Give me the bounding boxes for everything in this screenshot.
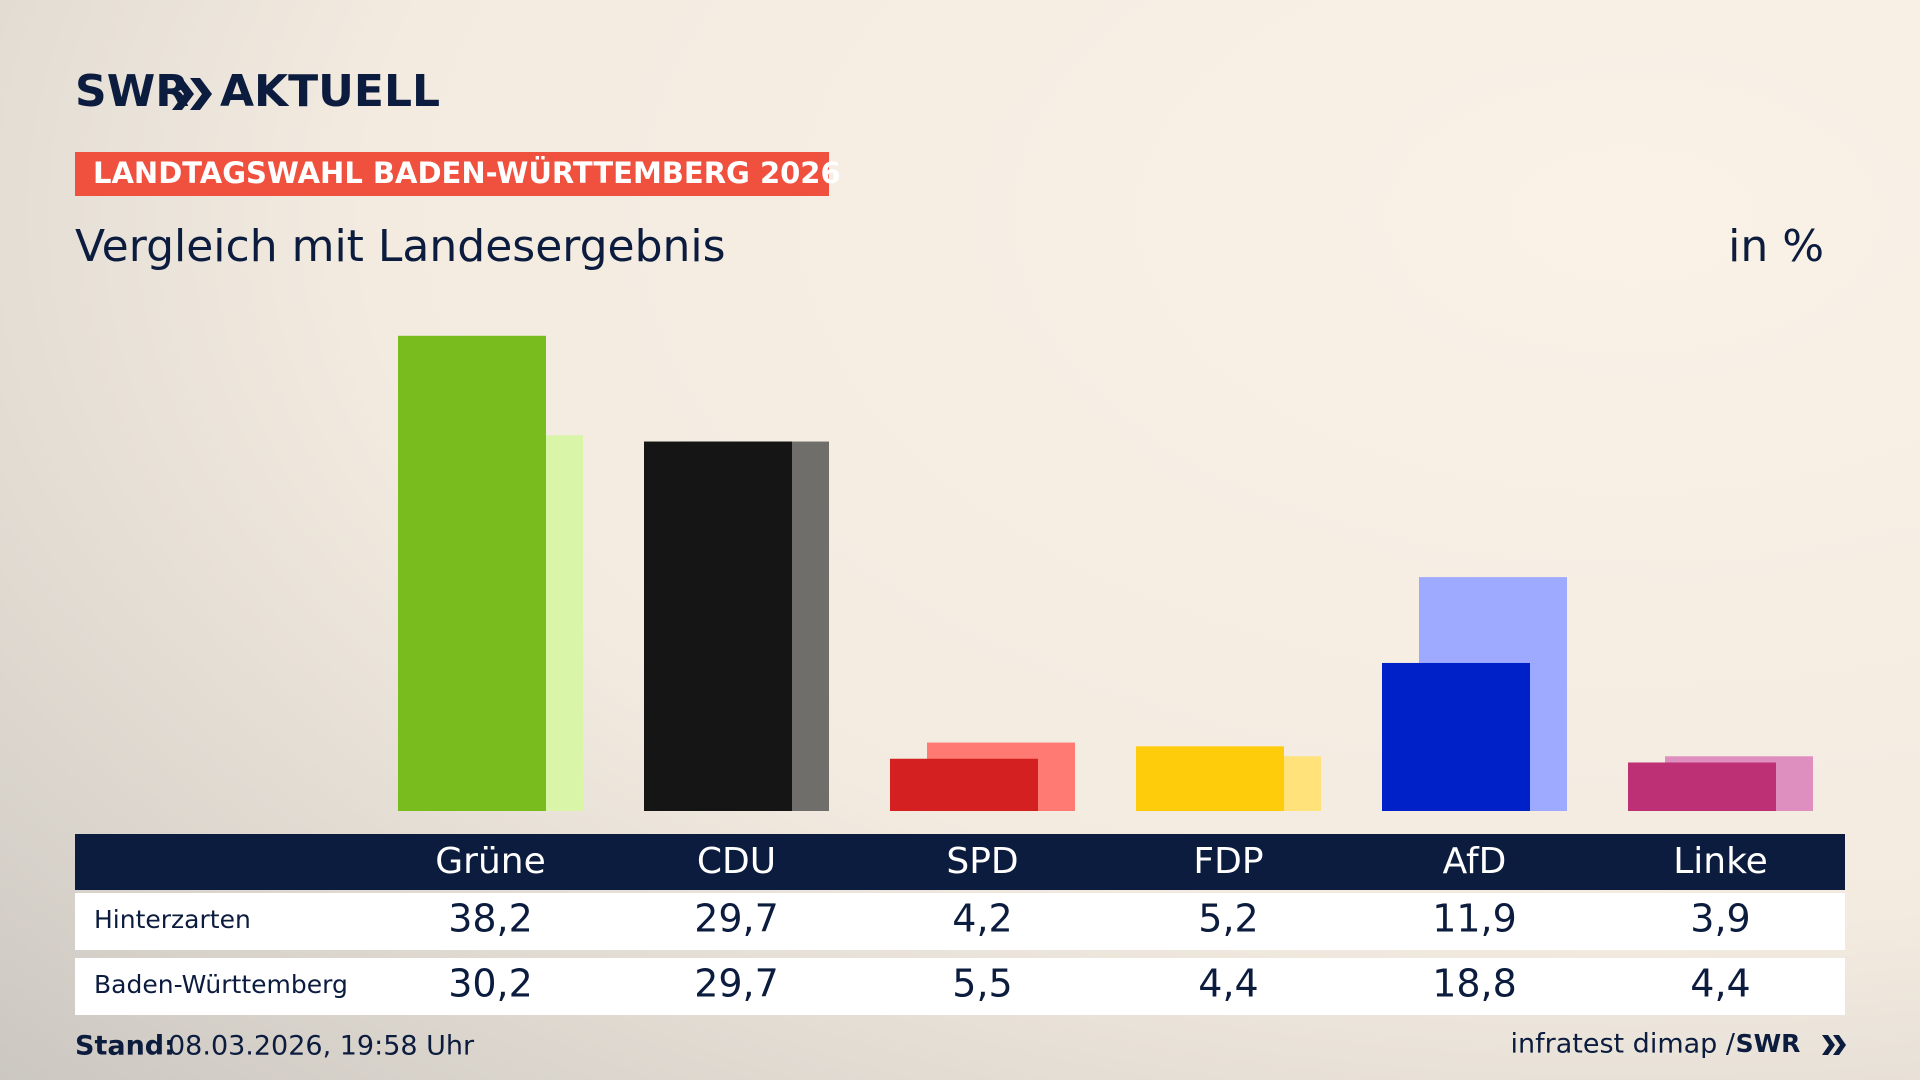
kicker: LANDTAGSWAHL BADEN-WÜRTTEMBERG 2026	[93, 156, 841, 190]
value-label: 29,7	[694, 897, 779, 941]
table-row	[75, 893, 1845, 950]
category-label: CDU	[697, 841, 776, 882]
bar	[1628, 762, 1776, 811]
bar	[1382, 662, 1530, 811]
value-label: 4,4	[1198, 962, 1258, 1006]
category-label: FDP	[1193, 841, 1263, 882]
unit: in %	[1728, 221, 1824, 272]
value-label: 3,9	[1690, 897, 1750, 941]
value-label: 4,4	[1690, 962, 1750, 1006]
stand: 08.03.2026, 19:58 Uhr	[168, 1031, 475, 1062]
value-label: 30,2	[448, 962, 533, 1006]
row-label: Hinterzarten	[94, 905, 251, 934]
kicker-box	[75, 152, 829, 196]
bar	[644, 441, 792, 811]
source-logo-chevrons	[1822, 1035, 1846, 1055]
bar	[398, 335, 546, 811]
category-label: Grüne	[435, 841, 545, 882]
value-label: 29,7	[694, 962, 779, 1006]
row-label: Baden-Württemberg	[94, 970, 348, 999]
table-header	[75, 834, 1845, 890]
bar	[1136, 746, 1284, 811]
logo-chevrons	[172, 78, 212, 110]
product-name: AKTUELL	[220, 66, 440, 117]
value-label: 5,5	[952, 962, 1012, 1006]
stand-label: Stand:	[75, 1031, 175, 1062]
logo: SWR	[75, 66, 189, 117]
value-label: 38,2	[448, 897, 533, 941]
source-logo: SWR	[1736, 1029, 1801, 1058]
chart-title: Vergleich mit Landesergebnis	[75, 221, 726, 272]
value-label: 5,2	[1198, 897, 1258, 941]
category-label: Linke	[1673, 841, 1768, 882]
category-label: AfD	[1443, 841, 1507, 882]
value-label: 18,8	[1432, 962, 1517, 1006]
source: infratest dimap /	[1510, 1029, 1735, 1060]
bar	[890, 758, 1038, 811]
category-label: SPD	[946, 841, 1018, 882]
table-row	[75, 958, 1845, 1015]
value-label: 11,9	[1432, 897, 1517, 941]
value-label: 4,2	[952, 897, 1012, 941]
